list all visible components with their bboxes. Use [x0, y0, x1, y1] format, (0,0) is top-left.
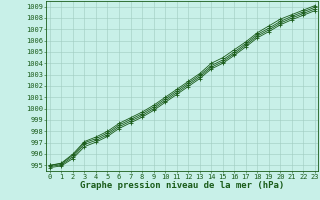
X-axis label: Graphe pression niveau de la mer (hPa): Graphe pression niveau de la mer (hPa)	[80, 181, 284, 190]
